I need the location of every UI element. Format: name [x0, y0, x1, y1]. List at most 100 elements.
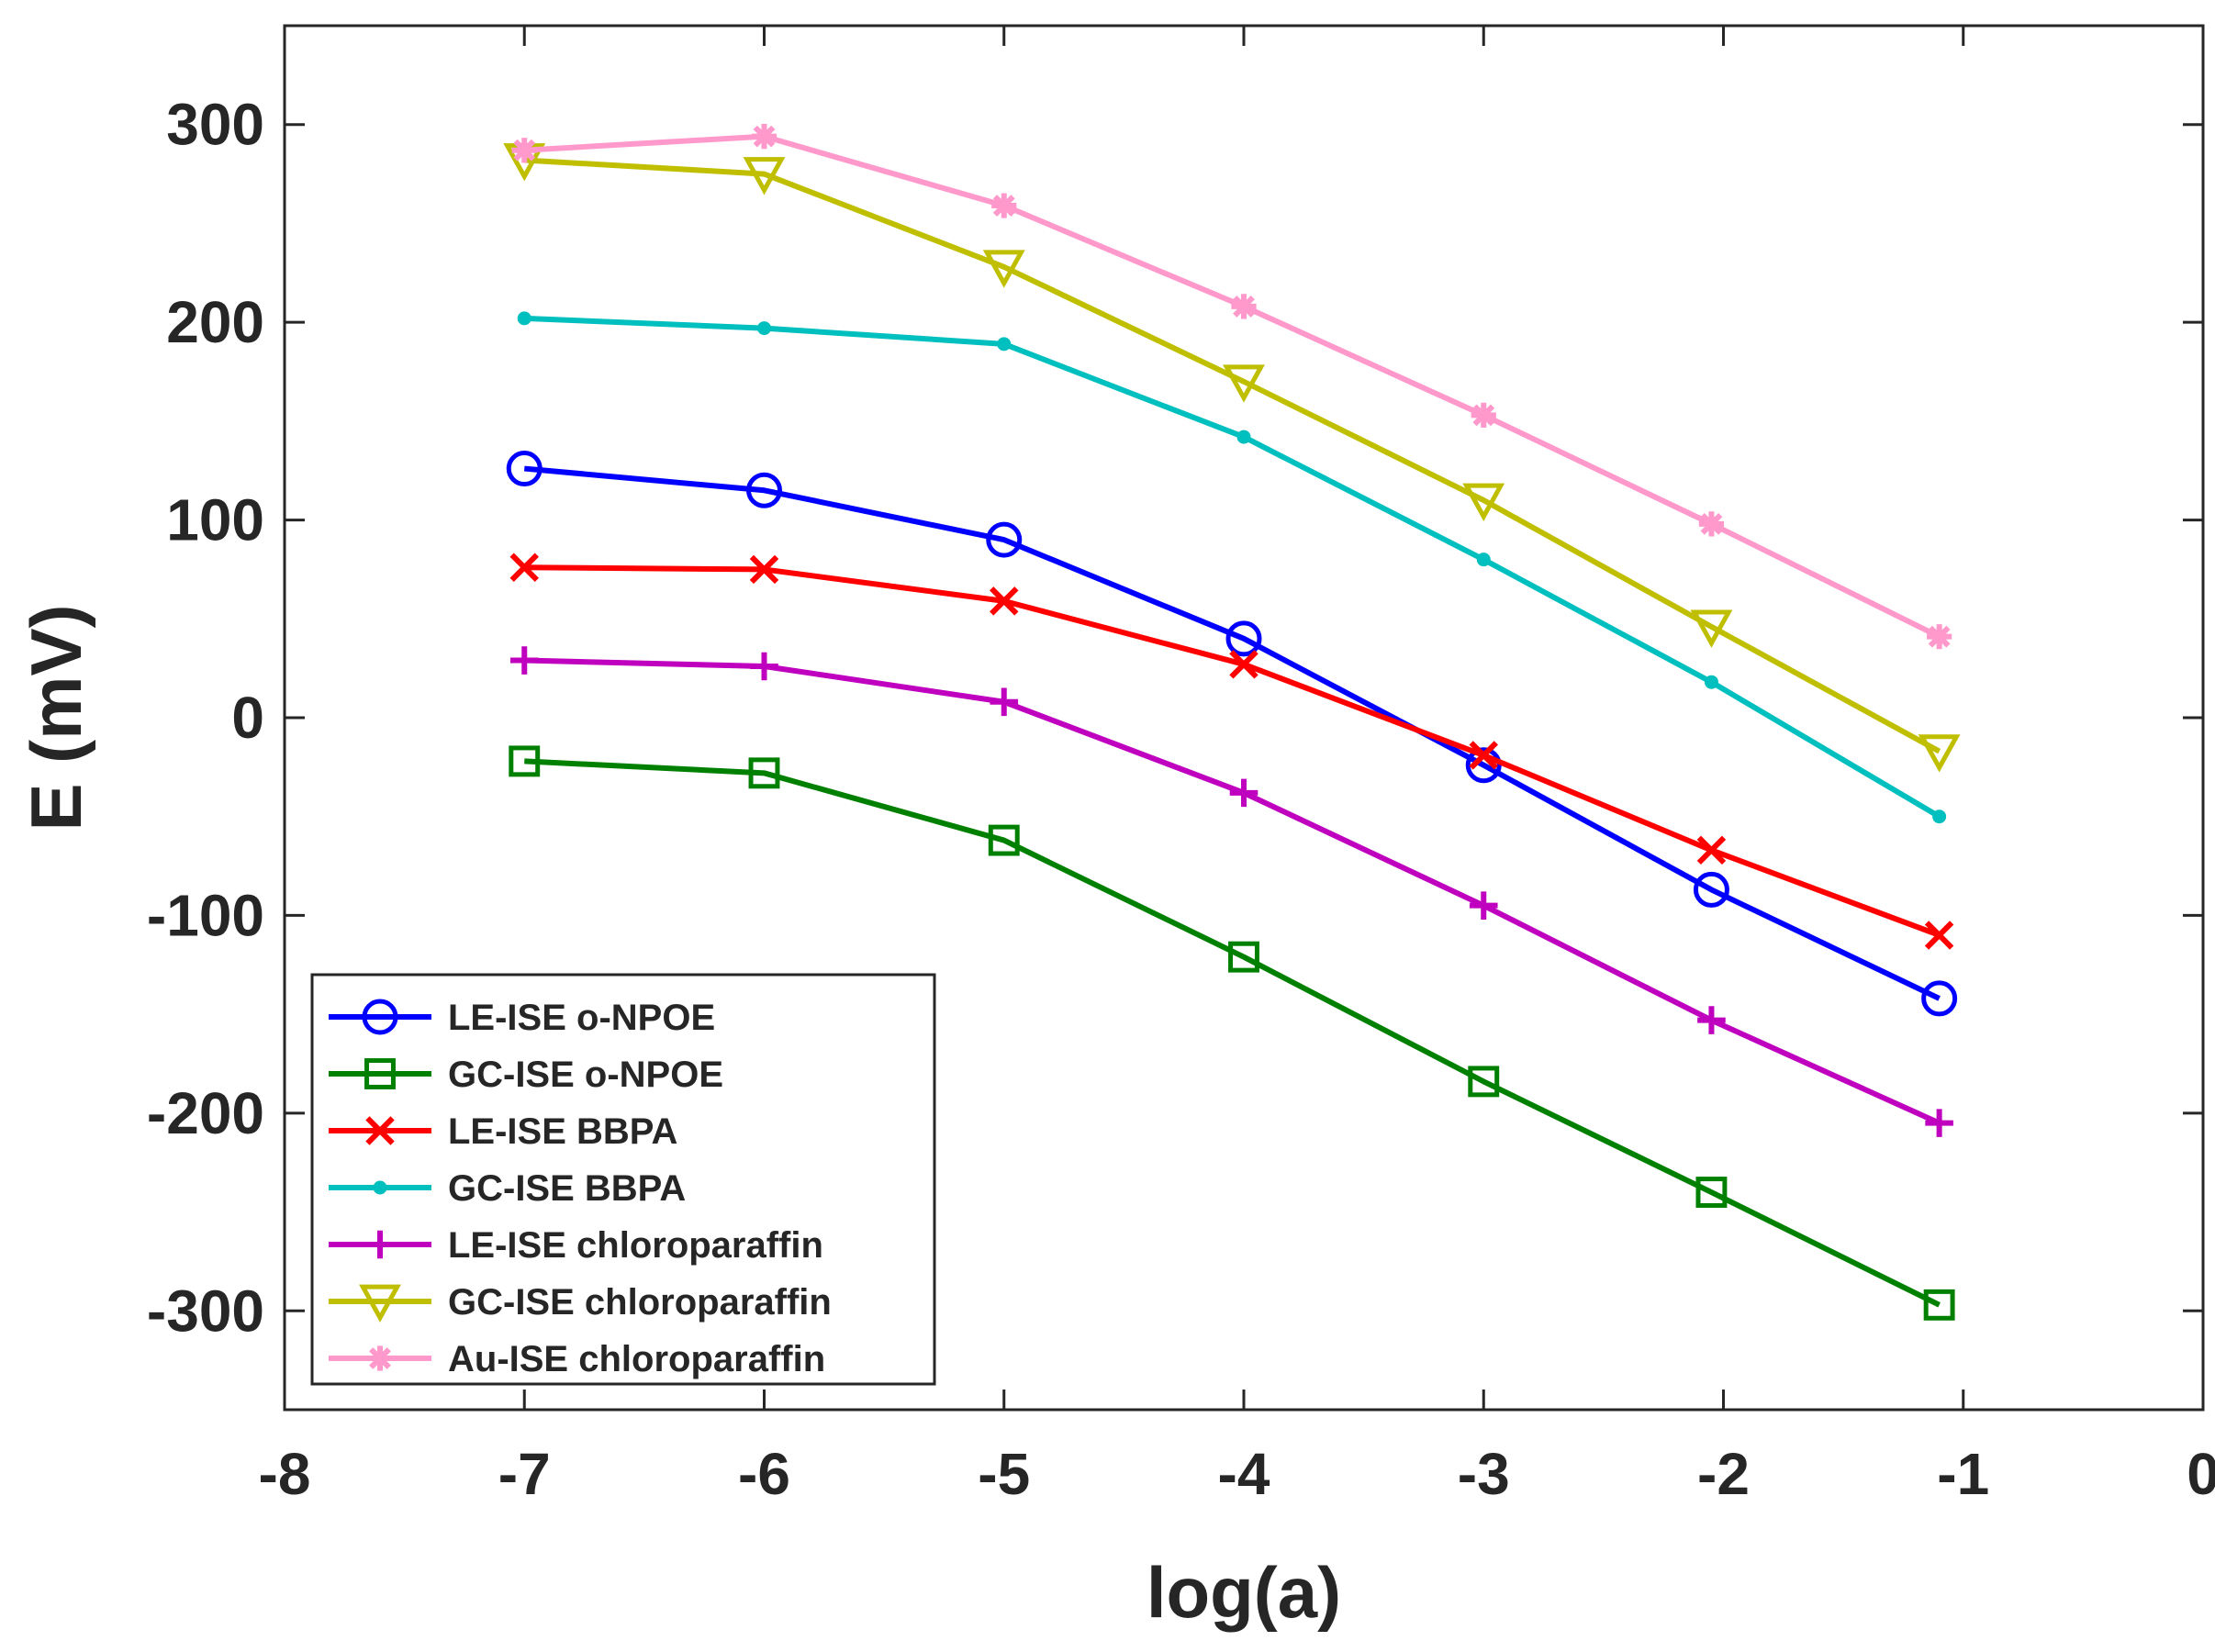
series-1	[509, 745, 1955, 1321]
x-tick-label: -6	[738, 1441, 790, 1507]
y-tick-label: 300	[166, 92, 264, 158]
data-point-square	[1923, 1289, 1955, 1321]
legend-label: GC-ISE BBPA	[448, 1168, 686, 1209]
data-point-square	[1468, 1066, 1500, 1098]
data-point-circle	[506, 451, 543, 487]
data-point-triangle-down	[1223, 364, 1265, 403]
data-point-dot	[997, 337, 1012, 352]
data-point-dot	[1932, 809, 1947, 824]
data-point-circle	[1921, 980, 1958, 1017]
data-point-asterisk	[1471, 402, 1496, 428]
data-point-asterisk	[1927, 624, 1952, 650]
data-point-x	[749, 554, 779, 585]
data-point-triangle-down	[1918, 734, 1961, 773]
data-point-triangle-down	[1690, 609, 1733, 648]
dot-marker	[373, 1180, 387, 1195]
legend-label: GC-ISE chloroparaffin	[448, 1282, 832, 1323]
data-point-asterisk	[1698, 511, 1725, 537]
legend-label: Au-ISE chloroparaffin	[448, 1339, 825, 1379]
y-tick-label: -100	[147, 882, 264, 948]
data-point-dot	[517, 311, 531, 326]
legend-label: LE-ISE o-NPOE	[448, 998, 715, 1038]
data-point-x	[509, 553, 539, 582]
data-point-x	[1229, 650, 1259, 679]
data-point-plus	[509, 646, 539, 675]
legend-item: GC-ISE chloroparaffin	[329, 1282, 832, 1323]
legend-label: LE-ISE BBPA	[448, 1111, 677, 1152]
data-point-circle	[1693, 871, 1729, 908]
x-tick-label: -4	[1218, 1441, 1270, 1507]
data-point-asterisk	[511, 138, 537, 163]
data-point-dot	[1476, 553, 1491, 567]
data-point-plus	[750, 652, 778, 681]
series-line	[524, 758, 1941, 1308]
data-point-triangle-down	[743, 157, 786, 195]
asterisk-marker	[367, 1345, 393, 1371]
x-tick-label: -2	[1697, 1441, 1750, 1507]
x-tick-label: 0	[2187, 1441, 2215, 1507]
legend-box	[310, 973, 936, 1386]
series-6	[511, 124, 1952, 650]
plus-marker	[365, 1230, 395, 1259]
data-point-x	[1924, 921, 1954, 950]
series-0	[506, 451, 1958, 1017]
x-marker	[365, 1116, 395, 1145]
data-point-square	[1228, 941, 1259, 973]
data-point-triangle-down	[982, 250, 1025, 288]
series-3	[517, 311, 1947, 824]
legend-item: LE-ISE o-NPOE	[329, 998, 715, 1038]
series-line	[524, 157, 1941, 754]
x-tick-label: -8	[259, 1441, 311, 1507]
data-point-asterisk	[991, 193, 1017, 218]
data-point-square	[1695, 1177, 1728, 1208]
x-tick-label: -5	[978, 1441, 1030, 1507]
legend-item: LE-ISE BBPA	[329, 1111, 677, 1152]
series-layer	[503, 124, 1961, 1321]
data-point-x	[1696, 835, 1727, 865]
y-axis: -300 -200 -100 0 100 200 300	[147, 92, 2203, 1344]
series-2	[509, 553, 1954, 950]
data-point-asterisk	[751, 124, 777, 150]
legend-item: GC-ISE o-NPOE	[329, 1055, 723, 1095]
x-tick-label: -7	[498, 1441, 551, 1507]
data-point-triangle-down	[1462, 483, 1505, 521]
data-point-x	[990, 586, 1019, 616]
data-point-circle	[1465, 747, 1502, 784]
x-axis: -8 -7 -6 -5 -4 -3 -2 -1 0	[259, 26, 2215, 1507]
data-point-circle	[986, 521, 1023, 558]
legend-label: GC-ISE o-NPOE	[448, 1055, 723, 1095]
legend-item: GC-ISE BBPA	[329, 1168, 686, 1209]
data-point-square	[748, 757, 780, 789]
x-tick-label: -1	[1937, 1441, 1989, 1507]
series-4	[509, 646, 1953, 1137]
data-point-dot	[1704, 675, 1718, 689]
y-tick-label: 200	[166, 289, 264, 355]
data-point-asterisk	[1231, 294, 1257, 319]
data-point-plus	[1925, 1109, 1953, 1137]
data-point-circle	[746, 472, 782, 508]
legend-label: LE-ISE chloroparaffin	[448, 1225, 823, 1266]
y-tick-label: -300	[147, 1278, 264, 1344]
x-axis-title: log(a)	[1147, 1552, 1341, 1633]
y-tick-label: 0	[231, 685, 264, 751]
data-point-plus	[990, 687, 1019, 717]
x-tick-label: -3	[1458, 1441, 1510, 1507]
y-tick-label: 100	[166, 487, 264, 553]
data-point-plus	[1697, 1006, 1726, 1034]
data-point-dot	[1236, 430, 1251, 444]
triangle-down-marker	[359, 1284, 401, 1323]
data-point-dot	[757, 321, 771, 336]
series-5	[503, 143, 1961, 773]
data-point-square	[509, 745, 541, 777]
square-marker	[364, 1058, 396, 1089]
data-point-x	[1469, 741, 1498, 770]
circle-marker	[362, 999, 398, 1035]
legend: LE-ISE o-NPOE GC-ISE o-NPOE LE-ISE BBPA GC-…	[310, 973, 936, 1386]
data-point-plus	[1229, 778, 1259, 808]
data-point-plus	[1469, 891, 1498, 920]
data-point-square	[988, 824, 1020, 856]
legend-item: Au-ISE chloroparaffin	[329, 1339, 825, 1379]
y-tick-label: -200	[147, 1080, 264, 1146]
y-axis-title: E (mV)	[16, 604, 96, 831]
